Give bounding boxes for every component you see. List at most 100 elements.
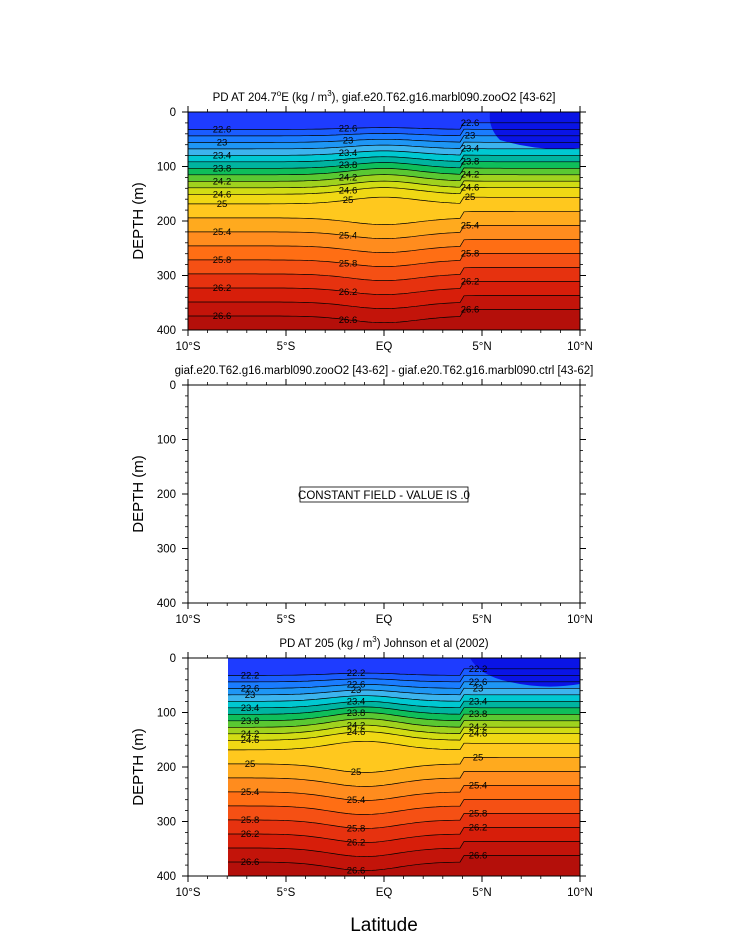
contour-label: 25.8	[339, 259, 358, 270]
density-band	[228, 785, 580, 815]
contour-line	[188, 295, 580, 309]
contour-line	[228, 855, 580, 871]
contour-label: 25	[343, 195, 354, 206]
contour-line	[188, 154, 580, 163]
contour-label: 22.6	[461, 118, 480, 129]
contour-label: 24.2	[213, 176, 232, 187]
contour-label: 23	[343, 136, 354, 147]
panel-3-density-field	[188, 658, 580, 876]
contour-label: 26.6	[213, 311, 232, 322]
x-tick-label: 10°N	[567, 614, 593, 626]
contour-label: 24.2	[461, 169, 480, 180]
constant-field-box	[299, 486, 469, 503]
y-tick-label: 100	[157, 435, 176, 447]
contour-line	[188, 122, 580, 130]
contour-label: 25.8	[213, 255, 232, 266]
contour-line	[188, 281, 580, 295]
contour-label: 24.6	[213, 189, 232, 200]
contour-label: 23	[465, 131, 476, 142]
contour-label: 26.2	[213, 283, 232, 294]
contour-label: 22.6	[347, 679, 366, 690]
contour-label: 23.4	[461, 144, 480, 155]
contour-label: 23.8	[213, 163, 232, 174]
contour-label: 25	[245, 759, 256, 770]
contour-line	[228, 718, 580, 728]
contour-label: 26.2	[241, 829, 260, 840]
x-tick-label: 5°S	[277, 887, 296, 899]
low-density-patch	[470, 658, 580, 687]
density-band	[228, 725, 580, 741]
panel-1: PD AT 204.7oE (kg / m3), giaf.e20.T62.g1…	[130, 89, 593, 353]
contour-line	[228, 785, 580, 801]
contour-line	[188, 196, 580, 205]
panel-3-ylabel: DEPTH (m)	[130, 728, 147, 806]
panel-3: PD AT 205 (kg / m3) Johnson et al (2002)…	[130, 635, 593, 936]
contour-line	[188, 161, 580, 169]
panel-1-density-field	[188, 112, 580, 330]
contour-label: 23.4	[347, 696, 366, 707]
contour-label: 23	[473, 683, 484, 694]
x-tick-label: 5°N	[472, 887, 491, 899]
density-band	[188, 187, 580, 204]
panel-1-ticks: 10°S 5°S EQ 5°N 10°N 0 100 200 300 400	[157, 106, 593, 353]
density-band	[228, 855, 580, 876]
contour-label: 26.2	[347, 837, 366, 848]
contour-line	[228, 694, 580, 702]
contour-line	[188, 173, 580, 182]
contour-label: 24.6	[347, 727, 366, 738]
contour-line	[228, 724, 580, 735]
x-tick-label: EQ	[376, 341, 393, 353]
contour-label: 22.2	[469, 664, 488, 675]
density-band	[188, 122, 580, 136]
contour-label: 23.4	[339, 148, 358, 159]
contour-label: 25.4	[339, 231, 358, 242]
density-band	[228, 827, 580, 857]
contour-line	[228, 712, 580, 722]
density-band	[188, 129, 580, 143]
y-tick-label: 0	[170, 653, 176, 665]
contour-label: 22.6	[339, 123, 358, 134]
x-tick-label: 10°N	[567, 341, 593, 353]
density-band	[228, 694, 580, 708]
x-tick-label: 10°S	[175, 887, 200, 899]
density-band	[188, 155, 580, 169]
panel-2-title: giaf.e20.T62.g16.marbl090.zooO2 [43-62] …	[175, 365, 594, 377]
density-band	[228, 712, 580, 728]
contour-line	[228, 740, 580, 751]
y-tick-label: 0	[170, 107, 176, 119]
y-tick-label: 400	[157, 871, 176, 883]
contour-label: 23.8	[339, 160, 358, 171]
panel-1-title: PD AT 204.7oE (kg / m3), giaf.e20.T62.g1…	[213, 89, 556, 104]
y-tick-label: 100	[157, 708, 176, 720]
panel-2-ticks: 10°S 5°S EQ 5°N 10°N 0 100 200 300 400	[157, 379, 593, 626]
contour-label: 24.6	[469, 729, 488, 740]
panel-2: giaf.e20.T62.g16.marbl090.zooO2 [43-62] …	[130, 365, 593, 626]
contour-label: 24.2	[241, 729, 260, 740]
density-band	[188, 309, 580, 330]
density-band	[188, 148, 580, 162]
contour-line	[228, 771, 580, 787]
contour-label: 25.8	[241, 815, 260, 826]
panel-3-title: PD AT 205 (kg / m3) Johnson et al (2002)	[279, 635, 488, 650]
contour-line	[228, 674, 580, 683]
contour-label: 22.2	[241, 670, 260, 681]
contour-label: 23.8	[469, 709, 488, 720]
density-band	[228, 741, 580, 773]
x-tick-label: 10°S	[175, 614, 200, 626]
contour-label: 26.6	[347, 865, 366, 876]
contour-line	[188, 225, 580, 239]
x-tick-label: 5°N	[472, 341, 491, 353]
contour-label: 25	[473, 752, 484, 763]
contour-line	[228, 706, 580, 715]
y-tick-label: 200	[157, 216, 176, 228]
contour-line	[228, 756, 580, 773]
y-tick-label: 0	[170, 380, 176, 392]
contour-line	[228, 731, 580, 741]
contour-label: 26.6	[241, 857, 260, 868]
x-tick-label: 10°S	[175, 341, 200, 353]
contour-line	[188, 267, 580, 281]
contour-line	[188, 239, 580, 253]
density-band	[188, 112, 580, 130]
